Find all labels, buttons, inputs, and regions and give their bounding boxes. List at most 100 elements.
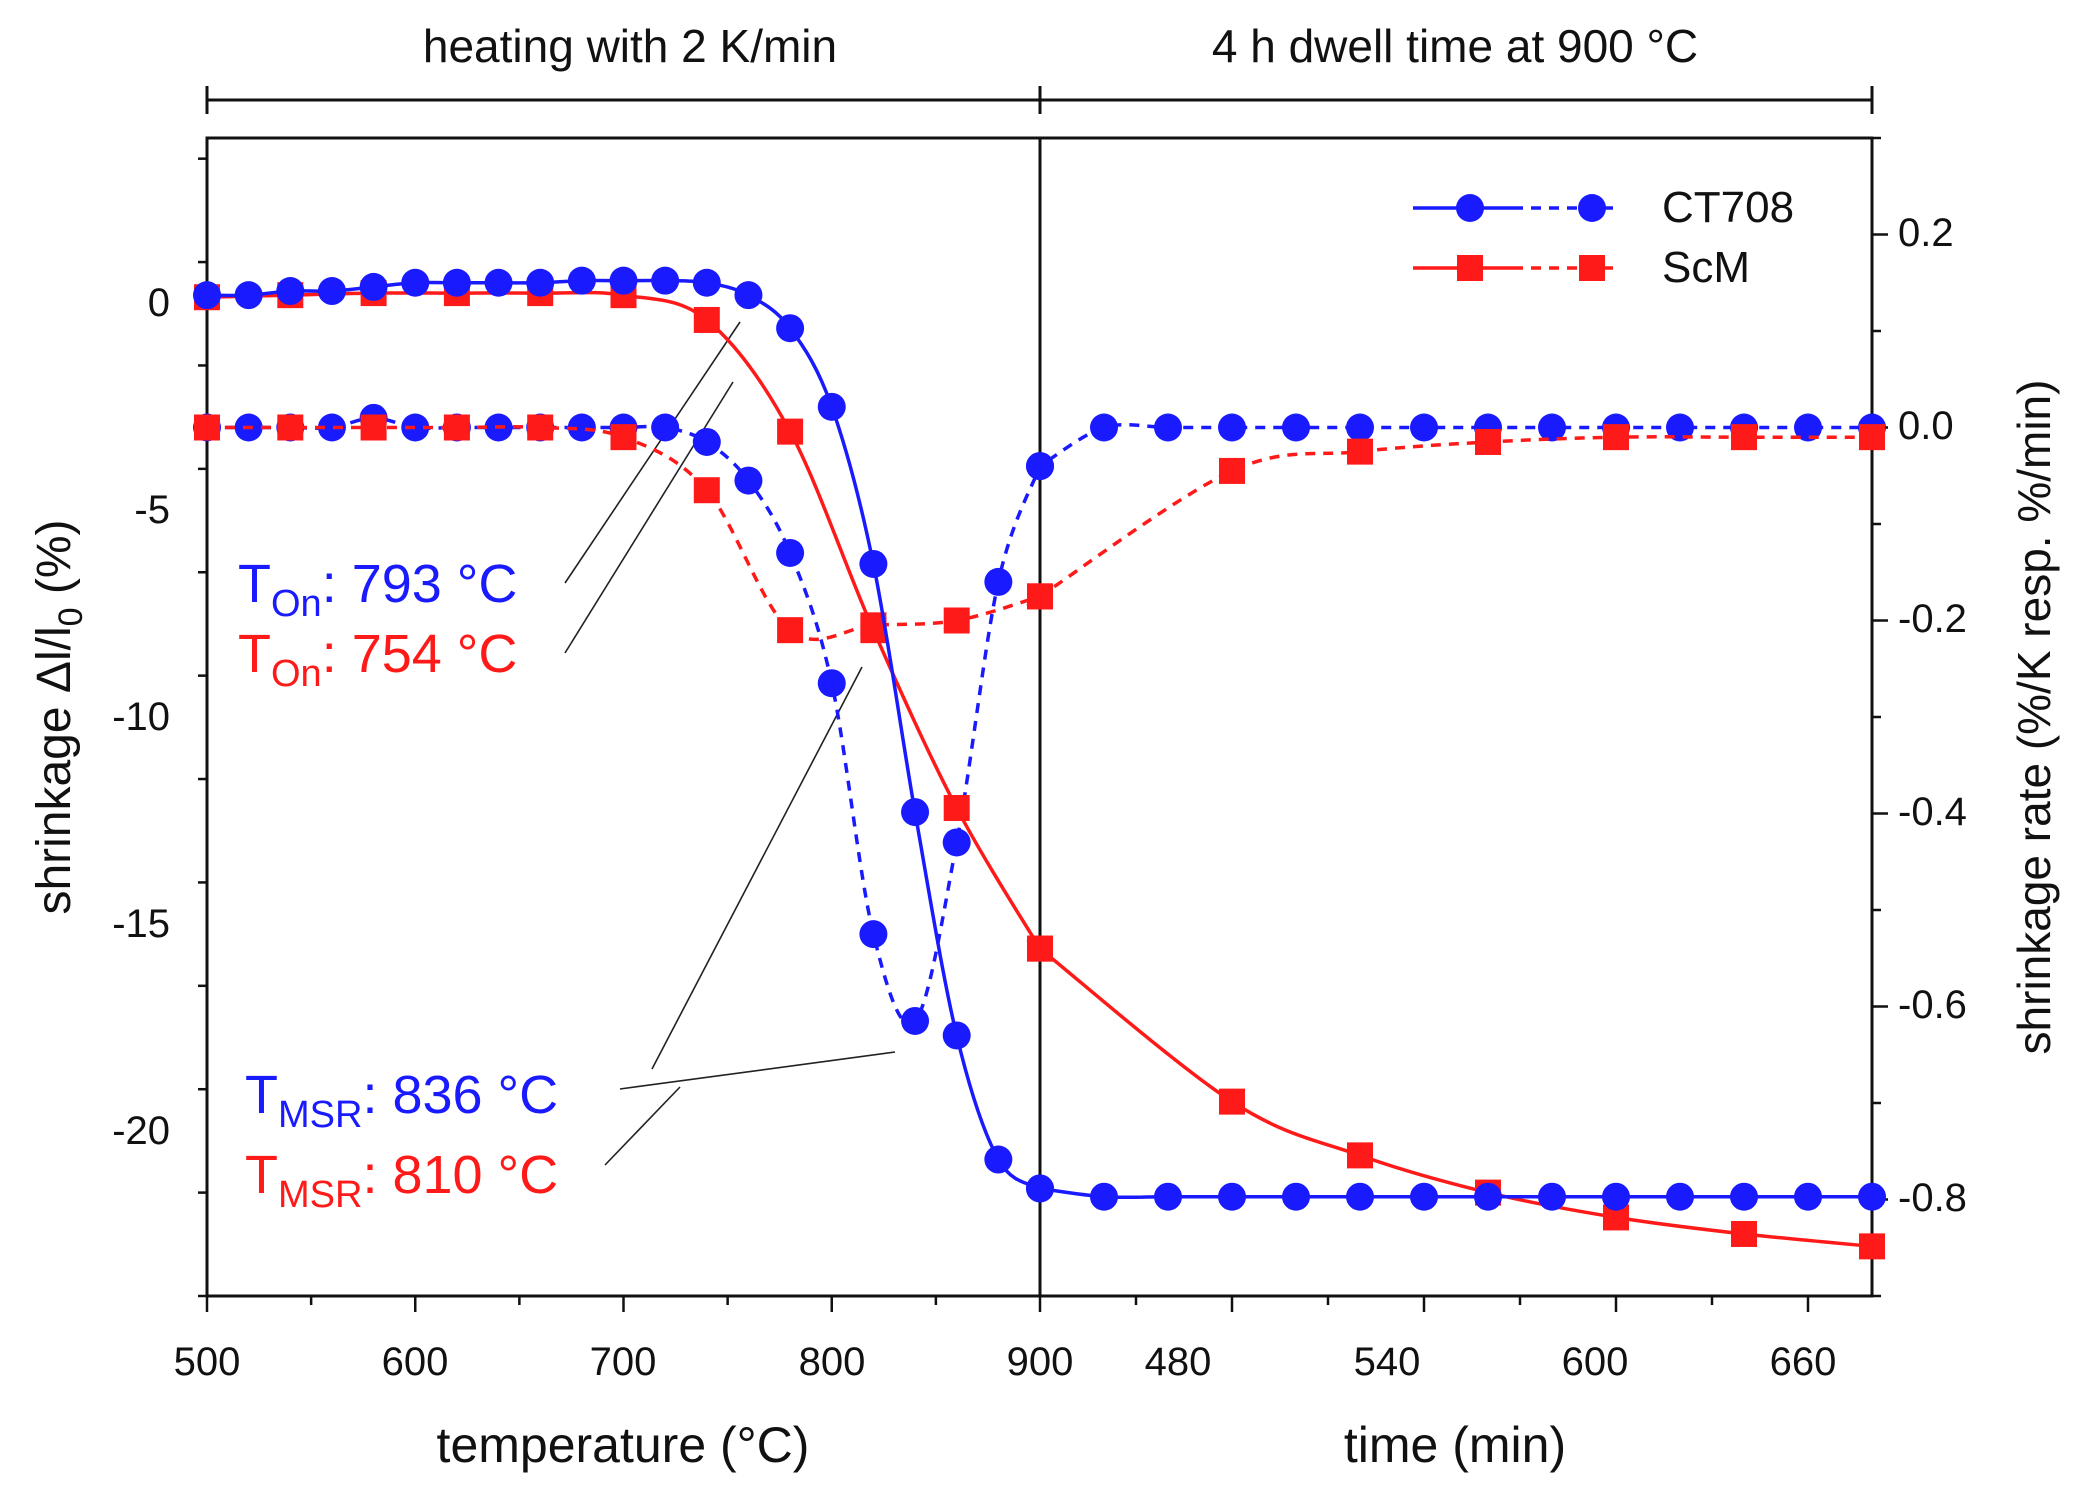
annotation-ct708-msr-sub: MSR: [278, 1094, 362, 1136]
data-point-scm-rate: [1475, 428, 1501, 455]
phase-label-heating: heating with 2 K/min: [423, 20, 837, 72]
data-point-ct708-shrinkage: [692, 268, 721, 297]
data-point-ct708-shrinkage: [442, 268, 471, 297]
data-point-ct708-shrinkage: [817, 392, 846, 421]
temperature-tick-label: 900: [1007, 1340, 1074, 1384]
data-point-ct708-shrinkage: [609, 266, 638, 295]
data-point-ct708-shrinkage: [1538, 1182, 1566, 1211]
temperature-tick-label: 700: [590, 1340, 657, 1384]
data-point-scm-rate: [277, 414, 304, 441]
axis-ticks: [198, 136, 1888, 1312]
annotation-ct708-onset-main: T: [238, 554, 271, 614]
temperature-tick-label: 600: [382, 1340, 449, 1384]
x-axis-label-temperature: temperature (°C): [437, 1417, 810, 1473]
data-point-ct708-shrinkage: [234, 281, 263, 310]
annotation-scm-msr-sub: MSR: [278, 1174, 362, 1216]
data-point-scm-shrinkage: [1347, 1142, 1373, 1169]
data-point-ct708-shrinkage: [484, 268, 513, 297]
data-point-scm-shrinkage: [693, 306, 720, 333]
data-point-ct708-shrinkage: [193, 281, 221, 310]
data-point-scm-rate: [693, 477, 720, 504]
legend-marker-scm: [1579, 255, 1605, 281]
data-point-ct708-shrinkage: [1602, 1182, 1630, 1211]
data-point-ct708-rate: [1794, 413, 1822, 442]
data-point-ct708-rate: [1218, 413, 1246, 442]
data-point-ct708-shrinkage: [1154, 1182, 1182, 1211]
annotation-ct708-msr-main: T: [245, 1065, 278, 1125]
right-y-axis-label: shrinkage rate (%/K resp. %/min): [2008, 380, 2060, 1055]
left-y-tick-label: -15: [112, 902, 170, 946]
data-point-ct708-rate: [692, 427, 721, 456]
series-layer: [193, 266, 1886, 1260]
data-point-scm-rate: [443, 414, 470, 441]
time-tick-label: 540: [1354, 1340, 1421, 1384]
data-point-ct708-rate: [859, 920, 888, 949]
data-point-ct708-shrinkage: [984, 1145, 1013, 1174]
annotation-scm-onset-sub: On: [271, 653, 322, 695]
data-point-ct708-shrinkage: [1026, 1174, 1054, 1203]
left-y-axis-label-unit: (%): [28, 519, 81, 607]
data-point-ct708-shrinkage: [1218, 1182, 1246, 1211]
right-y-tick-labels: 0.2 0.0 -0.2 -0.4 -0.6 -0.8: [1898, 211, 1967, 1220]
annotation-scm-msr-main: T: [245, 1145, 278, 1205]
data-point-ct708-rate: [1410, 413, 1438, 442]
temperature-tick-label: 800: [799, 1340, 866, 1384]
data-point-scm-shrinkage: [1219, 1088, 1245, 1115]
phase-label-dwell: 4 h dwell time at 900 °C: [1212, 20, 1698, 72]
data-point-ct708-shrinkage: [859, 549, 888, 578]
data-point-scm-rate: [360, 414, 387, 441]
annotation-scm-msr: TMSR: 810 °C: [245, 1145, 558, 1216]
data-point-ct708-shrinkage: [1794, 1182, 1822, 1211]
data-point-ct708-rate: [734, 466, 763, 495]
data-point-ct708-shrinkage: [1666, 1182, 1694, 1211]
data-point-ct708-rate: [651, 413, 680, 442]
data-point-ct708-rate: [901, 1006, 930, 1035]
legend-label-ct708: CT708: [1662, 183, 1794, 232]
data-point-ct708-shrinkage: [734, 281, 763, 310]
data-point-ct708-shrinkage: [317, 277, 346, 306]
annotation-ct708-msr: TMSR: 836 °C: [245, 1065, 558, 1136]
data-point-scm-rate: [1859, 424, 1885, 451]
data-point-ct708-shrinkage: [1282, 1182, 1310, 1211]
right-y-tick-label: 0.2: [1898, 211, 1954, 255]
annotation-scm-onset-main: T: [238, 624, 271, 684]
right-y-tick-label: -0.8: [1898, 1176, 1967, 1220]
data-point-ct708-shrinkage: [776, 314, 805, 343]
data-point-scm-rate: [527, 414, 554, 441]
data-point-ct708-shrinkage: [651, 266, 680, 295]
legend: CT708 ScM: [1413, 183, 1794, 292]
data-point-ct708-shrinkage: [276, 277, 305, 306]
data-point-ct708-shrinkage: [1090, 1182, 1118, 1211]
data-point-ct708-rate: [776, 538, 805, 567]
data-point-ct708-rate: [984, 567, 1013, 596]
time-tick-label: 660: [1770, 1340, 1837, 1384]
time-tick-label: 600: [1562, 1340, 1629, 1384]
annotation-scm-onset-value: : 754 °C: [322, 624, 518, 684]
data-point-scm-rate: [1603, 424, 1629, 451]
data-point-ct708-shrinkage: [526, 268, 555, 297]
legend-marker-scm: [1457, 255, 1483, 281]
x-axis-label-time: time (min): [1344, 1417, 1566, 1473]
legend-marker-ct708: [1456, 194, 1484, 222]
data-point-ct708-rate: [1346, 413, 1374, 442]
data-point-ct708-rate: [1282, 413, 1310, 442]
data-point-ct708-shrinkage: [1474, 1182, 1502, 1211]
data-point-ct708-rate: [1538, 413, 1566, 442]
data-point-scm-rate: [1347, 438, 1373, 465]
data-point-ct708-shrinkage: [1346, 1182, 1374, 1211]
legend-marker-ct708: [1578, 194, 1606, 222]
data-point-ct708-shrinkage: [1730, 1182, 1758, 1211]
left-y-tick-label: -20: [112, 1109, 170, 1153]
data-point-ct708-rate: [401, 413, 430, 442]
data-point-ct708-shrinkage: [1410, 1182, 1438, 1211]
data-point-scm-rate: [194, 414, 220, 441]
right-y-tick-label: -0.6: [1898, 983, 1967, 1027]
annotation-leaders: [564, 321, 896, 1166]
annotation-onset: TOn: 793 °C TOn: 754 °C: [238, 554, 517, 695]
data-point-scm-shrinkage: [1859, 1233, 1885, 1260]
data-point-ct708-rate: [317, 413, 346, 442]
legend-label-scm: ScM: [1662, 243, 1750, 292]
left-y-axis-label: shrinkage Δl/l0 (%): [28, 519, 90, 914]
x-tick-labels: 500 600 700 800 900 480 540 600 660: [174, 1340, 1837, 1384]
data-point-scm-shrinkage: [1731, 1220, 1757, 1247]
